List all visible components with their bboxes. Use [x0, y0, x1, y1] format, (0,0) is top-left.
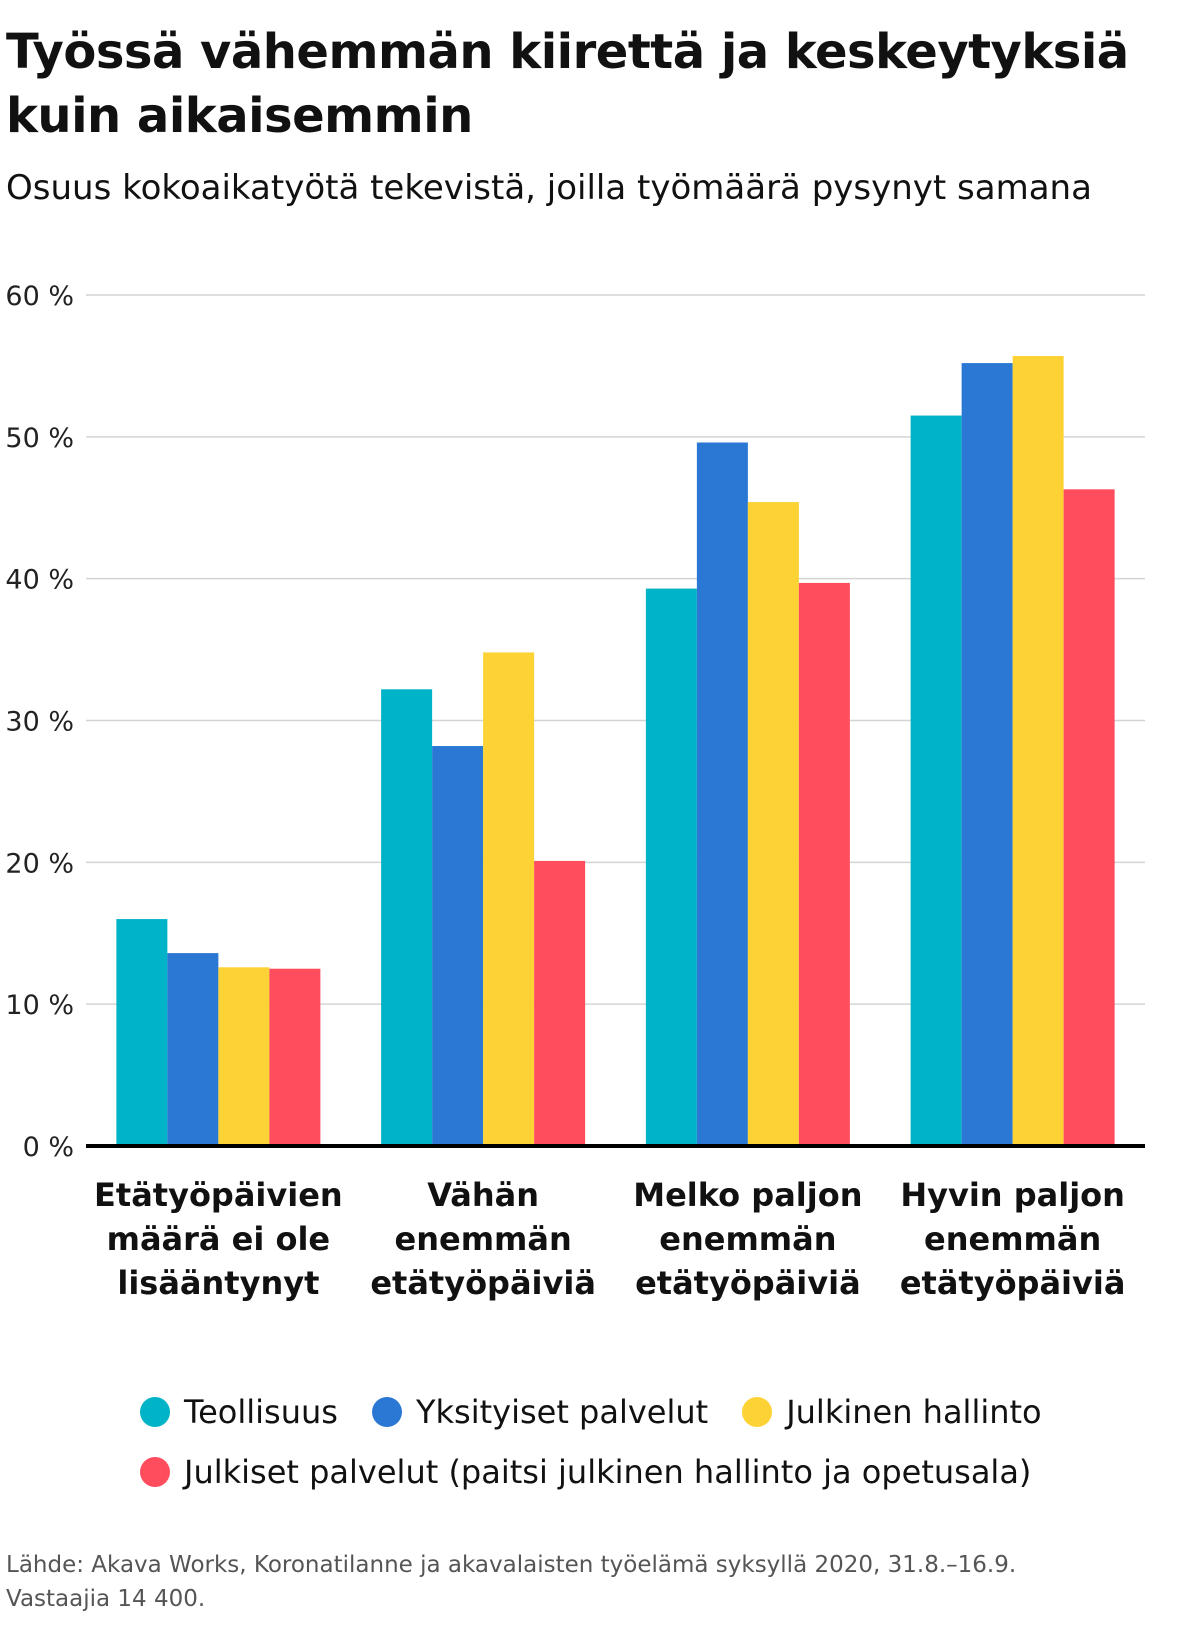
legend-label: Yksityiset palvelut	[415, 1393, 709, 1431]
bar	[483, 652, 535, 1146]
source-line: Lähde: Akava Works, Koronatilanne ja aka…	[6, 1552, 1017, 1578]
x-category-label: Etätyöpäivien määrä ei ole lisääntynyt	[94, 1176, 343, 1302]
legend-label: Julkinen hallinto	[786, 1393, 1042, 1431]
legend-swatch	[742, 1397, 773, 1427]
bar-chart: 0 % 10 % 20 % 30 % 40 % 50 % 60 % Etätyöpäivie…	[5, 281, 1145, 1302]
bar	[910, 415, 962, 1146]
respondents-line: Vastaajia 14 400.	[6, 1586, 206, 1612]
y-tick-label: 40 %	[5, 565, 74, 596]
x-axis-category-labels: Etätyöpäivien määrä ei ole lisääntynytVähä…	[94, 1176, 1125, 1302]
legend-swatch	[140, 1457, 170, 1487]
legend-swatch	[140, 1397, 170, 1427]
x-category-label: Melko paljon enemmän etätyöpäiviä	[633, 1176, 862, 1302]
legend-label: Teollisuus	[184, 1393, 338, 1431]
legend: Teollisuus Yksityiset palvelut Julkinen …	[140, 1382, 1140, 1502]
bar	[381, 689, 433, 1146]
legend-item-yksityiset-palvelut: Yksityiset palvelut	[371, 1393, 709, 1431]
x-category-label: Hyvin paljon enemmän etätyöpäiviä	[900, 1176, 1126, 1302]
legend-item-julkinen-hallinto: Julkinen hallinto	[742, 1393, 1042, 1431]
chart-title: Työssä vähemmän kiirettä ja keskeytyksiä…	[6, 24, 1129, 144]
bar	[218, 967, 270, 1146]
y-tick-label: 10 %	[5, 990, 74, 1021]
legend-item-julkiset-palvelut: Julkiset palvelut (paitsi julkinen halli…	[140, 1453, 1031, 1491]
legend-item-teollisuus: Teollisuus	[140, 1393, 338, 1431]
y-tick-label: 30 %	[5, 707, 74, 738]
bar	[696, 442, 748, 1146]
chart-subtitle: Osuus kokoaikatyötä tekevistä, joilla ty…	[6, 168, 1092, 208]
legend-label: Julkiset palvelut (paitsi julkinen halli…	[184, 1453, 1032, 1491]
bar	[1012, 355, 1064, 1146]
bar	[961, 363, 1013, 1146]
bar	[1063, 489, 1115, 1146]
bar	[167, 953, 219, 1146]
bar	[798, 582, 850, 1146]
y-tick-label: 0 %	[23, 1132, 74, 1163]
source-note: Lähde: Akava Works, Koronatilanne ja aka…	[6, 1548, 1186, 1616]
legend-row: Julkiset palvelut (paitsi julkinen halli…	[140, 1442, 1140, 1502]
legend-row: Teollisuus Yksityiset palvelut Julkinen …	[140, 1382, 1140, 1442]
legend-swatch	[371, 1397, 402, 1427]
bar	[534, 860, 586, 1146]
bar	[432, 746, 484, 1146]
bar	[269, 968, 321, 1146]
y-tick-label: 60 %	[5, 281, 74, 312]
bar	[645, 588, 697, 1146]
y-axis-tick-labels: 0 % 10 % 20 % 30 % 40 % 50 % 60 %	[5, 281, 74, 1163]
bar	[747, 502, 799, 1146]
bar	[116, 919, 168, 1146]
bars	[116, 355, 1115, 1146]
y-tick-label: 50 %	[5, 423, 74, 454]
y-tick-label: 20 %	[5, 848, 74, 879]
x-category-label: Vähän enemmän etätyöpäiviä	[370, 1176, 596, 1302]
